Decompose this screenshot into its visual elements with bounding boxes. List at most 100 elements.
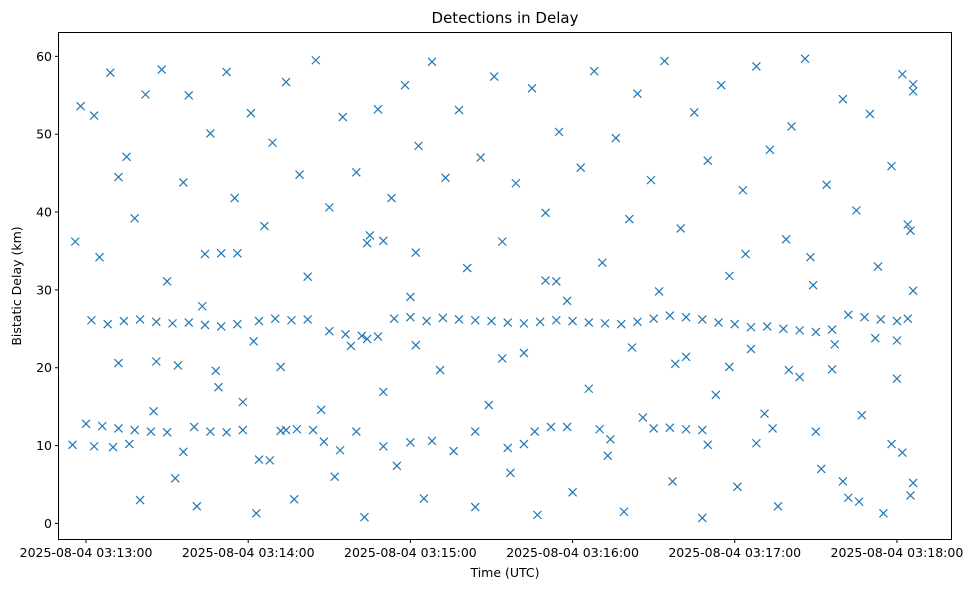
data-point: [511, 178, 521, 188]
chart-title: Detections in Delay: [432, 9, 579, 27]
data-point: [365, 230, 375, 240]
data-point: [897, 69, 907, 79]
y-tick-label: 0: [44, 516, 52, 531]
data-point: [497, 237, 507, 247]
data-point: [806, 252, 815, 262]
data-point: [449, 446, 459, 456]
x-tick-label: 2025-08-04 03:18:00: [831, 545, 964, 560]
data-point: [827, 325, 837, 335]
y-tick-label: 50: [36, 127, 52, 142]
data-point: [130, 213, 140, 223]
data-point: [303, 272, 313, 282]
data-point: [168, 318, 177, 328]
data-point: [854, 497, 864, 507]
data-point: [892, 336, 902, 345]
data-point: [865, 109, 875, 119]
data-point: [308, 425, 318, 435]
data-point: [633, 89, 642, 99]
data-point: [405, 438, 415, 447]
data-point: [216, 248, 226, 258]
data-point: [462, 263, 472, 273]
data-point: [697, 315, 707, 324]
data-point: [503, 318, 513, 328]
x-tick-label: 2025-08-04 03:17:00: [668, 545, 801, 560]
data-point: [646, 175, 656, 185]
x-tick-label: 2025-08-04 03:14:00: [182, 545, 315, 560]
data-point: [414, 141, 423, 151]
data-point: [760, 409, 769, 419]
data-point: [624, 214, 634, 224]
data-point: [114, 172, 123, 182]
data-point: [576, 163, 586, 173]
data-point: [724, 271, 734, 281]
data-point: [903, 314, 913, 324]
data-point: [303, 315, 313, 324]
data-point: [605, 434, 615, 444]
data-point: [200, 320, 210, 330]
y-axis-title: Bistatic Delay (km): [9, 226, 24, 345]
data-point: [135, 315, 145, 324]
data-point: [141, 90, 150, 99]
data-point: [276, 426, 286, 436]
data-point: [649, 424, 659, 433]
y-tick-label: 20: [36, 360, 52, 375]
data-point: [903, 220, 913, 229]
data-point: [906, 490, 915, 500]
data-point: [908, 79, 918, 89]
data-point: [703, 440, 713, 450]
data-point: [873, 262, 883, 271]
data-point: [189, 422, 199, 432]
data-point: [619, 507, 629, 517]
data-point: [838, 476, 848, 486]
data-point: [822, 180, 832, 190]
data-point: [811, 427, 821, 436]
data-point: [338, 112, 348, 122]
y-tick-label: 10: [36, 438, 52, 453]
data-point: [260, 221, 269, 231]
data-point: [427, 436, 437, 446]
data-point: [711, 390, 721, 400]
data-point: [681, 424, 691, 434]
data-point: [324, 202, 334, 212]
data-point: [497, 353, 507, 363]
data-point: [519, 318, 529, 328]
data-point: [362, 334, 372, 344]
data-point: [843, 493, 853, 503]
data-point: [470, 502, 480, 512]
data-point: [392, 461, 402, 471]
data-point: [843, 310, 853, 320]
data-point: [541, 276, 550, 285]
x-axis-title: Time (UTC): [469, 565, 539, 580]
data-markers: [68, 54, 918, 523]
data-point: [103, 319, 113, 329]
data-point: [827, 364, 837, 374]
data-point: [362, 238, 372, 248]
data-point: [781, 234, 791, 244]
data-point: [892, 374, 902, 384]
data-point: [470, 427, 480, 436]
data-point: [795, 372, 805, 382]
data-point: [422, 316, 432, 326]
data-point: [346, 341, 356, 351]
data-point: [681, 312, 691, 322]
data-point: [830, 339, 840, 349]
data-point: [292, 424, 302, 434]
data-point: [887, 439, 896, 449]
x-tick-label: 2025-08-04 03:13:00: [20, 545, 153, 560]
data-point: [378, 441, 388, 451]
data-point: [568, 316, 578, 326]
data-point: [419, 494, 429, 503]
data-point: [454, 105, 464, 115]
data-point: [268, 138, 277, 148]
data-point: [487, 316, 496, 326]
data-point: [146, 427, 156, 436]
data-point: [530, 427, 540, 436]
data-point: [335, 445, 345, 455]
y-tick-label: 60: [36, 49, 52, 64]
data-point: [716, 80, 726, 90]
data-point: [295, 170, 304, 180]
data-point: [778, 324, 788, 334]
data-point: [149, 406, 159, 416]
data-point: [122, 152, 132, 162]
